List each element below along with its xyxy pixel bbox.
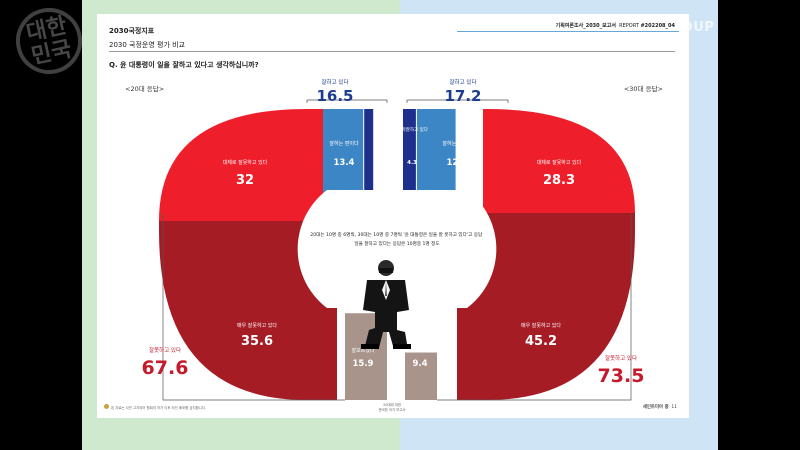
seg-label-30s-very-good: 매우 잘하고 있다 xyxy=(396,126,429,133)
page-number: 11 xyxy=(671,405,677,410)
seg-label-20s-good: 잘하는 편이다 xyxy=(329,140,359,147)
channel-logo-watermark: 대한 민국 xyxy=(9,1,89,81)
footer-mark-icon xyxy=(104,404,109,409)
page-subtitle: 2030 국정운영 평가 비교 xyxy=(109,41,186,49)
positive-total-value-30s: 17.2 xyxy=(444,87,481,105)
seg-value-30s-very-good: 4.3 xyxy=(407,160,417,166)
seg-value-30s-somewhat-bad: 28.3 xyxy=(543,173,575,188)
seg-label-30s-good: 잘하는 편이다 xyxy=(442,140,472,147)
footer-right-text: 세인트미아 중 xyxy=(642,405,669,410)
seg-label-20s-very-bad: 매우 잘못하고 있다 xyxy=(237,322,277,329)
center-hole xyxy=(297,190,497,308)
report-title: 기획여론조사_2030_보고서 REPORT #202208_04 xyxy=(556,22,675,29)
seg-value-20s-very-bad: 35.6 xyxy=(241,334,273,349)
positive-total-label-30s: 잘하고 있다 xyxy=(449,78,476,86)
footer-center-line-2: 준비한 국가 보고서 xyxy=(378,408,406,412)
positive-total-label-20s: 잘하고 있다 xyxy=(321,78,348,86)
person-illustration xyxy=(361,260,411,349)
logo-text: 대한 민국 xyxy=(24,13,74,70)
seg-label-30s-dont-know: 잘모르겠다 xyxy=(408,347,431,354)
seg-value-20s-very-good: 3 xyxy=(388,160,392,166)
report-code: #202208_04 xyxy=(640,23,675,29)
seg-label-20s-dont-know: 잘모르겠다 xyxy=(351,347,374,354)
section-tag: 2030국정지표 xyxy=(109,27,155,35)
report-title-text: 기획여론조사_2030_보고서 xyxy=(555,23,616,29)
seg-value-30s-very-bad: 45.2 xyxy=(525,334,557,349)
chart-svg: <20대 응답> <30대 응답> 잘하고 있다 16.5 잘하고 있다 17.… xyxy=(125,78,663,401)
bracket-30s-positive xyxy=(406,99,509,103)
negative-total-label-30s: 잘못하고 있다 xyxy=(605,354,637,362)
bracket-30s-negative xyxy=(437,213,632,401)
seg-value-20s-dont-know: 15.9 xyxy=(353,359,374,369)
seg-value-20s-good: 13.4 xyxy=(334,158,355,168)
segment-20s-very-good xyxy=(364,109,374,255)
negative-total-value-30s: 73.5 xyxy=(598,365,645,387)
positive-total-value-20s: 16.5 xyxy=(316,87,353,105)
center-note-line-2: 일을 잘하고 있다는 응답은 10명중 1명 정도 xyxy=(354,240,439,247)
report-code-prefix: REPORT xyxy=(619,23,639,29)
bracket-20s-negative xyxy=(162,213,345,401)
subtitle-rule xyxy=(109,51,675,52)
segment-20s-somewhat-bad xyxy=(159,109,323,221)
footer-right: 세인트미아 중 11 xyxy=(643,404,677,410)
negative-total-value-20s: 67.6 xyxy=(142,357,189,379)
seg-value-20s-somewhat-bad: 32 xyxy=(236,173,254,188)
segment-30s-dont-know xyxy=(405,352,437,400)
header-rule xyxy=(457,31,679,32)
footer-center-line-1: 20대에 대한 xyxy=(383,403,401,407)
segment-20s-very-bad xyxy=(159,221,397,400)
group-label-30s: <30대 응답> xyxy=(624,85,663,93)
seg-value-30s-good: 12.9 xyxy=(447,158,468,168)
survey-question: Q. 윤 대통령이 일을 잘하고 있다고 생각하십니까? xyxy=(109,61,259,69)
center-note: 20대는 10명 중 6명씩, 30대는 10명 중 7명씩 '윤 대통령은 일… xyxy=(310,231,483,247)
seg-value-30s-dont-know: 9.4 xyxy=(412,359,427,369)
seg-label-20s-very-good: 매우 잘하고 있다 xyxy=(374,126,407,133)
negative-total-label-20s: 잘못하고 있다 xyxy=(149,346,181,354)
segment-30s-very-bad xyxy=(397,213,635,400)
center-note-line-1: 20대는 10명 중 6명씩, 30대는 10명 중 7명씩 '윤 대통령은 일… xyxy=(310,231,483,238)
bracket-20s-positive xyxy=(306,99,388,103)
group-label-20s: <20대 응답> xyxy=(125,85,164,93)
seg-label-20s-somewhat-bad: 대체로 잘못하고 있다 xyxy=(223,159,268,166)
seg-label-30s-somewhat-bad: 대체로 잘못하고 있다 xyxy=(537,159,582,166)
segment-30s-somewhat-bad xyxy=(483,109,635,213)
footer-disclaimer: 본 자료는 사전 고지되어 협회의 허가 이후 타인 배포를 금지합니다. xyxy=(111,406,206,410)
seg-label-30s-very-bad: 매우 잘못하고 있다 xyxy=(521,322,561,329)
footer-center: 20대에 대한 준비한 국가 보고서 xyxy=(347,402,437,412)
report-page: 2030국정지표 기획여론조사_2030_보고서 REPORT #202208_… xyxy=(97,14,689,418)
